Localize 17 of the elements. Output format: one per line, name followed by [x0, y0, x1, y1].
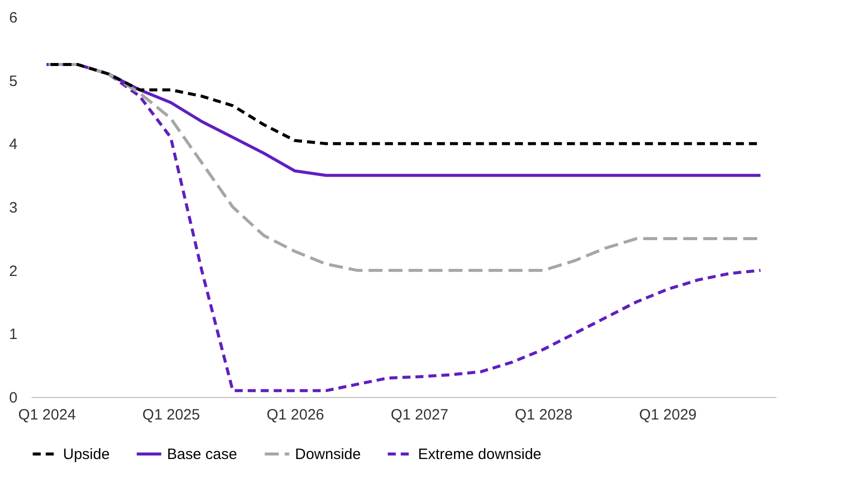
legend-label: Downside: [295, 446, 361, 463]
x-tick-label: Q1 2024: [18, 406, 76, 424]
y-tick-label: 1: [9, 326, 18, 344]
legend-label: Base case: [167, 446, 238, 463]
x-tick-label: Q1 2026: [266, 406, 324, 424]
x-tick-label: Q1 2027: [390, 406, 448, 424]
x-tick-label: Q1 2029: [639, 406, 697, 424]
y-tick-label: 2: [9, 262, 18, 280]
y-tick-label: 5: [9, 72, 18, 90]
x-tick-label: Q1 2025: [142, 406, 200, 424]
x-tick-label: Q1 2028: [514, 406, 572, 424]
legend-label: Upside: [63, 446, 110, 463]
y-tick-label: 3: [9, 200, 18, 216]
legend-label: Extreme downside: [418, 446, 542, 463]
y-tick-label: 6: [9, 10, 18, 26]
y-tick-label: 0: [9, 390, 18, 406]
y-tick-label: 4: [9, 136, 18, 154]
